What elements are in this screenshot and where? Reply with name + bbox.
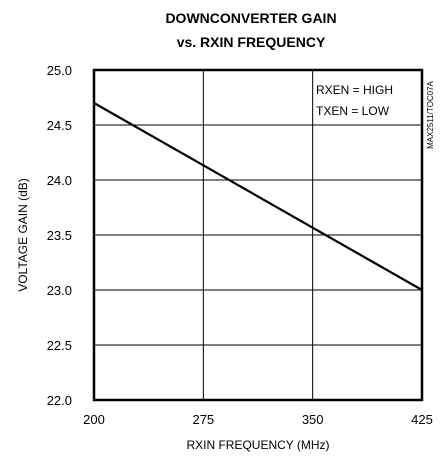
y-tick-label-4: 24.0 [47, 173, 72, 188]
x-tick-label-1: 275 [192, 412, 214, 427]
grid-lines [94, 70, 422, 400]
side-label: MAX2511/TOC07A [426, 80, 435, 148]
chart-title-line2: vs. RXIN FREQUENCY [177, 34, 326, 50]
y-tick-label-5: 24.5 [47, 118, 72, 133]
x-tick-labels: 200 275 350 425 [83, 412, 433, 427]
y-tick-label-3: 23.5 [47, 228, 72, 243]
y-tick-label-2: 23.0 [47, 283, 72, 298]
x-tick-label-3: 425 [411, 412, 433, 427]
y-tick-labels: 22.0 22.5 23.0 23.5 24.0 24.5 25.0 [47, 63, 72, 408]
x-tick-label-2: 350 [302, 412, 324, 427]
y-tick-label-1: 22.5 [47, 338, 72, 353]
y-tick-label-0: 22.0 [47, 393, 72, 408]
x-axis-label: RXIN FREQUENCY (MHz) [186, 438, 329, 452]
annotation-rxen: RXEN = HIGH [316, 83, 393, 97]
chart-title-line1: DOWNCONVERTER GAIN [165, 10, 336, 26]
y-tick-label-6: 25.0 [47, 63, 72, 78]
annotation-txen: TXEN = LOW [316, 104, 390, 118]
y-axis-label: VOLTAGE GAIN (dB) [16, 178, 30, 292]
series-lines [93, 102, 423, 291]
plot-frame [92, 68, 424, 402]
x-tick-label-0: 200 [83, 412, 105, 427]
series-line-0 [93, 102, 423, 291]
